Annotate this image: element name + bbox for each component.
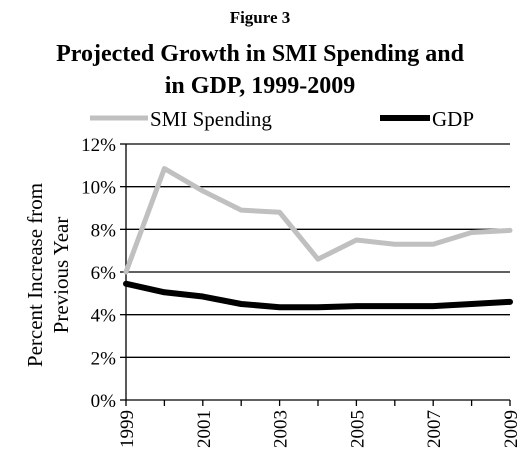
x-tick-label: 2003 <box>271 410 292 448</box>
y-tick-label: 12% <box>81 135 116 156</box>
x-tick-label: 2007 <box>424 410 445 448</box>
y-tick-label: 0% <box>91 391 117 412</box>
y-tick-label: 2% <box>91 348 117 369</box>
series-line-smi-spending <box>123 166 513 275</box>
legend: SMI Spending GDP <box>90 107 474 131</box>
x-tick-label: 2001 <box>194 410 215 448</box>
legend-label: SMI Spending <box>150 107 272 131</box>
y-tick-label: 6% <box>91 263 117 284</box>
y-axis-label-line-1: Percent Increase from <box>23 183 47 367</box>
series-lines <box>123 166 513 311</box>
y-tick-label: 8% <box>91 220 117 241</box>
chart-title-line-2: in GDP, 1999-2009 <box>164 73 356 99</box>
axes <box>120 143 511 406</box>
x-tick-label: 2005 <box>347 410 368 448</box>
y-tick-label: 4% <box>91 306 117 327</box>
y-tick-label: 10% <box>81 178 116 199</box>
chart-title-line-1: Projected Growth in SMI Spending and <box>56 41 464 67</box>
y-axis-label-line-2: Previous Year <box>49 217 73 334</box>
chart-title: Projected Growth in SMI Spending and in … <box>0 38 520 102</box>
y-tick-labels: 0% 2% 4% 6% 8% 10% 12% <box>81 135 116 412</box>
series-line-gdp <box>123 280 513 311</box>
gridlines <box>126 143 510 401</box>
figure-label: Figure 3 <box>229 8 291 27</box>
x-tick-label: 2009 <box>501 410 520 448</box>
x-tick-label: 1999 <box>117 410 138 448</box>
legend-label: GDP <box>432 107 474 131</box>
x-tick-labels: 1999 2001 2003 2005 2007 2009 <box>117 410 520 448</box>
